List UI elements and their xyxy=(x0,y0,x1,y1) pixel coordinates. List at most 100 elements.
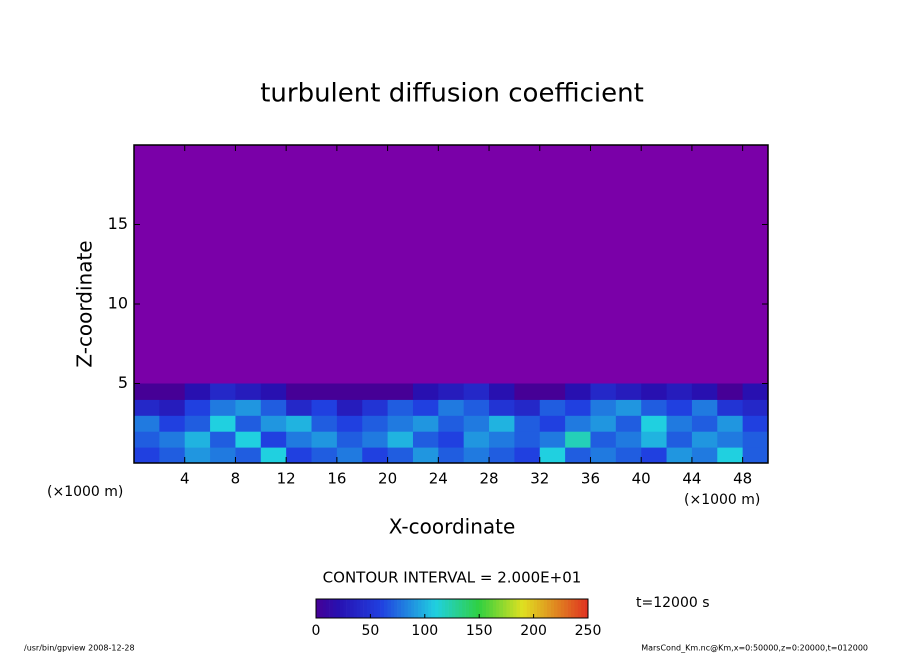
colorbar-segment xyxy=(458,599,463,618)
cell xyxy=(514,415,541,432)
cell xyxy=(438,447,465,464)
cell xyxy=(641,447,668,464)
colorbar-segment xyxy=(424,599,429,618)
cell xyxy=(438,383,465,400)
cell xyxy=(134,399,160,416)
cell xyxy=(286,415,313,432)
colorbar-segment xyxy=(339,599,344,618)
cell xyxy=(717,447,744,464)
cell xyxy=(362,399,389,416)
colorbar-segment xyxy=(435,599,439,618)
x-unit: (×1000 m) xyxy=(684,492,760,508)
colorbar-segment xyxy=(333,599,337,618)
colorbar-segment xyxy=(326,599,330,618)
colorbar-segment xyxy=(455,599,460,618)
colorbar-segment xyxy=(380,599,385,618)
colorbar-segment xyxy=(513,599,517,618)
colorbar-segment xyxy=(564,599,568,618)
cell xyxy=(336,399,363,416)
cell xyxy=(691,447,718,464)
cell xyxy=(463,431,490,448)
cell xyxy=(489,431,515,448)
cell xyxy=(615,399,642,416)
cell xyxy=(387,447,414,464)
colorbar-segment xyxy=(441,599,446,618)
cell xyxy=(742,431,769,448)
cell xyxy=(489,383,515,400)
cell xyxy=(691,383,718,400)
colorbar-segment xyxy=(438,599,443,618)
cell xyxy=(210,383,236,400)
colorbar-segment xyxy=(482,599,487,618)
cell xyxy=(666,399,693,416)
x-tick-label: 12 xyxy=(277,470,296,488)
colorbar-segment xyxy=(452,599,456,618)
colorbar-segment xyxy=(346,599,351,618)
cell xyxy=(210,399,236,416)
cell xyxy=(438,431,465,448)
cell xyxy=(336,383,363,400)
colorbar-segment xyxy=(431,599,436,618)
x-tick-label: 24 xyxy=(429,470,448,488)
cell xyxy=(362,415,389,432)
colorbar-segment xyxy=(469,599,473,618)
cell xyxy=(717,415,744,432)
cell xyxy=(387,431,414,448)
colorbar-segment xyxy=(367,599,371,618)
cell xyxy=(184,383,211,400)
x-tick-label: 44 xyxy=(682,470,701,488)
colorbar-segment xyxy=(577,599,582,618)
cell xyxy=(666,415,693,432)
chart-title: turbulent diffusion coefficient xyxy=(260,79,644,109)
cell xyxy=(463,415,490,432)
cell xyxy=(286,447,313,464)
cell xyxy=(412,415,439,432)
cell xyxy=(412,383,439,400)
cell xyxy=(717,431,744,448)
cell xyxy=(691,431,718,448)
y-axis-label: Z-coordinate xyxy=(73,240,97,367)
colorbar-segment xyxy=(319,599,324,618)
cell xyxy=(210,447,236,464)
cell xyxy=(489,415,515,432)
cell xyxy=(641,431,668,448)
cell xyxy=(590,399,617,416)
colorbar-segment xyxy=(407,599,412,618)
time-label: t=12000 s xyxy=(636,595,710,611)
colorbar-segment xyxy=(377,599,381,618)
x-unit: (×1000 m) xyxy=(47,484,123,500)
colorbar-segment xyxy=(475,599,480,618)
colorbar-segment xyxy=(360,599,364,618)
colorbar-segment xyxy=(350,599,354,618)
colorbar-segment xyxy=(462,599,466,618)
colorbar-segment xyxy=(530,599,534,618)
cell xyxy=(565,447,591,464)
footer: /usr/bin/gpview 2008-12-28 xyxy=(24,644,135,653)
x-tick-label: 48 xyxy=(733,470,752,488)
cell xyxy=(260,383,287,400)
cell xyxy=(641,399,668,416)
cell xyxy=(134,431,160,448)
cell xyxy=(539,399,566,416)
colorbar-segment xyxy=(557,599,562,618)
x-tick-label: 8 xyxy=(231,470,241,488)
cell xyxy=(590,415,617,432)
colorbar-segment xyxy=(428,599,432,618)
colorbar-segment xyxy=(445,599,449,618)
cell xyxy=(742,447,769,464)
cell xyxy=(235,447,262,464)
cell xyxy=(590,447,617,464)
colorbar-segment xyxy=(411,599,415,618)
colorbar-segment xyxy=(516,599,521,618)
cell xyxy=(184,415,211,432)
cell xyxy=(666,431,693,448)
colorbar-segment xyxy=(343,599,347,618)
colorbar-segment xyxy=(537,599,541,618)
colorbar-segment xyxy=(322,599,327,618)
cell xyxy=(336,447,363,464)
colorbar-segment xyxy=(394,599,398,618)
cell xyxy=(235,431,262,448)
colorbar-tick-label: 200 xyxy=(520,623,547,639)
colorbar-segment xyxy=(421,599,426,618)
